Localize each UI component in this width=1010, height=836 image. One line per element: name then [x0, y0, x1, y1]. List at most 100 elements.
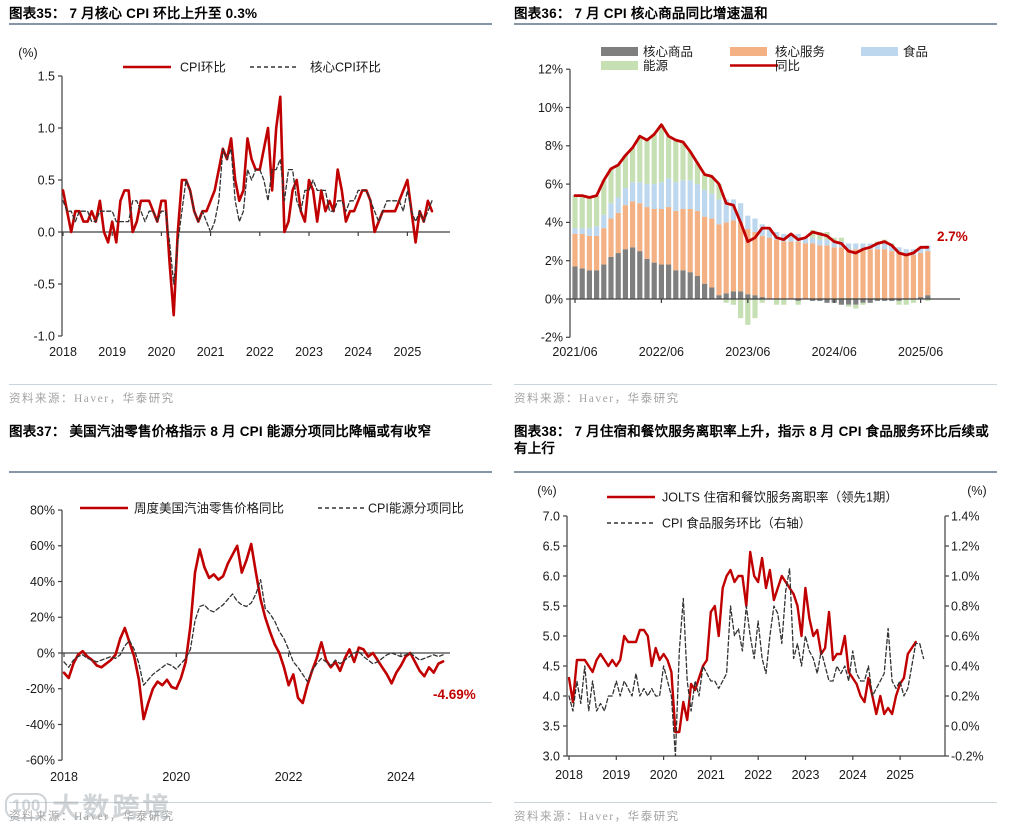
y-tick-label: 6% — [545, 177, 563, 191]
bar-segment-能源 — [622, 155, 628, 188]
bar-segment-食品 — [788, 233, 794, 242]
bar-segment-核心服务 — [594, 235, 600, 271]
bar-segment-食品 — [752, 218, 758, 232]
bar-segment-食品 — [716, 199, 722, 225]
bar-segment-能源 — [716, 184, 722, 200]
y-tick-label: 4.0 — [543, 689, 560, 703]
x-tick-label: 2022/06 — [639, 345, 684, 359]
bar-segment-核心商品 — [925, 295, 931, 299]
bar-segment-核心商品 — [622, 249, 628, 299]
figure-38-panel: 图表38： 7 月住宿和餐饮服务离职率上升，指示 8 月 CPI 食品服务环比后… — [505, 418, 1010, 836]
x-tick-label: 2019 — [602, 768, 630, 782]
bar-segment-食品 — [658, 182, 664, 209]
bar-segment-核心商品 — [579, 268, 585, 299]
y-tick-label: 20% — [30, 611, 55, 625]
figure-35-title: 图表35： 7 月核心 CPI 环比上升至 0.3% — [9, 6, 258, 21]
bar-segment-核心服务 — [795, 241, 801, 299]
bar-segment-能源 — [810, 230, 816, 238]
bar-segment-食品 — [824, 239, 830, 246]
bar-segment-能源 — [630, 147, 636, 183]
bar-segment-食品 — [644, 184, 650, 208]
bar-segment-核心服务 — [702, 216, 708, 284]
bar-segment-核心商品 — [824, 299, 830, 303]
title-divider — [9, 23, 492, 25]
title-divider — [9, 471, 492, 473]
figure-38-source: 资料来源：Haver，华泰研究 — [514, 811, 680, 823]
bar-segment-核心商品 — [889, 299, 895, 301]
bar-segment-核心商品 — [716, 295, 722, 299]
bar-segment-核心商品 — [918, 297, 924, 299]
legend-label: 周度美国汽油零售价格同比 — [134, 501, 284, 516]
bar-segment-能源 — [781, 299, 787, 305]
bar-segment-核心商品 — [673, 270, 679, 299]
y-tick-label: 7.0 — [543, 509, 560, 523]
legend-label: 核心商品 — [643, 44, 693, 59]
bar-segment-能源 — [644, 140, 650, 185]
bar-segment-核心服务 — [608, 218, 614, 257]
y-tick-label: 0.8% — [951, 599, 980, 613]
bar-segment-核心商品 — [810, 299, 816, 301]
bar-segment-能源 — [608, 168, 614, 204]
y-tick-label: 6.5 — [543, 539, 560, 553]
bar-segment-食品 — [846, 243, 852, 250]
bar-segment-能源 — [694, 163, 700, 185]
figure-37-source: 资料来源：Haver，华泰研究 — [9, 811, 175, 823]
legend-swatch — [861, 47, 898, 56]
bar-segment-核心服务 — [658, 208, 664, 265]
figure-35-chart: 1.5 1.0 0.5 0.0 -0.5 -1.0 2018 2019 2020 2021 2022… — [0, 0, 505, 418]
figure-37-panel: 图表37： 美国汽油零售价格指示 8 月 CPI 能源分项同比降幅或有收窄 80… — [0, 418, 505, 836]
bar-segment-核心服务 — [853, 249, 859, 299]
bar-segment-能源 — [903, 299, 909, 305]
bar-segment-核心服务 — [644, 207, 650, 259]
legend-label: CPI 食品服务环比（右轴） — [662, 516, 811, 531]
legend-label: 能源 — [643, 59, 669, 73]
chart-svg: 12% 10% 8% 6% 4% 2% 0% -2%2021/06 2022/06 2023/06… — [538, 44, 968, 359]
y-tick-label: 0.2% — [951, 689, 980, 703]
x-tick-label: 2022 — [744, 768, 772, 782]
series-周度美国汽油零售价格同比 — [62, 542, 445, 721]
bar-segment-核心服务 — [882, 249, 888, 299]
bar-segment-食品 — [608, 203, 614, 219]
bar-segment-能源 — [651, 134, 657, 185]
chart-svg: 80% 60% 40% 20% 0% -20% -40% -60% 2018 2020 2022 20… — [26, 501, 476, 785]
bar-segment-核心商品 — [896, 299, 902, 301]
legend-label: 同比 — [775, 59, 800, 73]
y-tick-label: 1.0% — [951, 569, 980, 583]
y-tick-label: 4% — [545, 216, 563, 230]
bar-segment-能源 — [730, 299, 736, 305]
bar-segment-能源 — [579, 195, 585, 229]
bar-segment-核心服务 — [831, 247, 837, 299]
y-tick-label: 0.5 — [38, 173, 55, 187]
figure-36-source: 资料来源：Haver，华泰研究 — [514, 393, 680, 405]
bar-segment-能源 — [831, 237, 837, 242]
bar-segment-能源 — [572, 195, 578, 229]
y-tick-label: 0.6% — [951, 629, 980, 643]
series-核心CPI环比 — [62, 148, 433, 285]
bar-segment-能源 — [615, 164, 621, 198]
bar-segment-核心商品 — [730, 291, 736, 299]
x-tick-label: 2023 — [792, 768, 820, 782]
x-tick-label: 2019 — [98, 345, 126, 359]
x-tick-label: 2020 — [650, 768, 678, 782]
bar-segment-能源 — [925, 299, 931, 301]
x-tick-label: 2023 — [295, 345, 323, 359]
x-tick-label: 2023/06 — [725, 345, 770, 359]
bar-segment-核心商品 — [637, 251, 643, 299]
y-tick-label: 60% — [30, 539, 55, 553]
bar-segment-核心商品 — [608, 256, 614, 299]
bar-segment-食品 — [795, 233, 801, 242]
bar-segment-核心商品 — [838, 299, 844, 305]
x-tick-label: 2018 — [49, 345, 77, 359]
bar-segment-核心商品 — [572, 266, 578, 299]
bar-segment-核心商品 — [867, 299, 873, 303]
source-divider — [514, 802, 997, 803]
bar-segment-食品 — [896, 247, 902, 254]
bar-segment-能源 — [896, 300, 902, 305]
y-tick-label: -40% — [26, 718, 55, 732]
bar-segment-食品 — [702, 189, 708, 217]
bar-segment-核心服务 — [637, 203, 643, 252]
bar-segment-食品 — [694, 184, 700, 211]
bar-segment-核心服务 — [752, 231, 758, 296]
bar-segment-能源 — [673, 140, 679, 183]
series-CPI环比 — [61, 95, 434, 317]
